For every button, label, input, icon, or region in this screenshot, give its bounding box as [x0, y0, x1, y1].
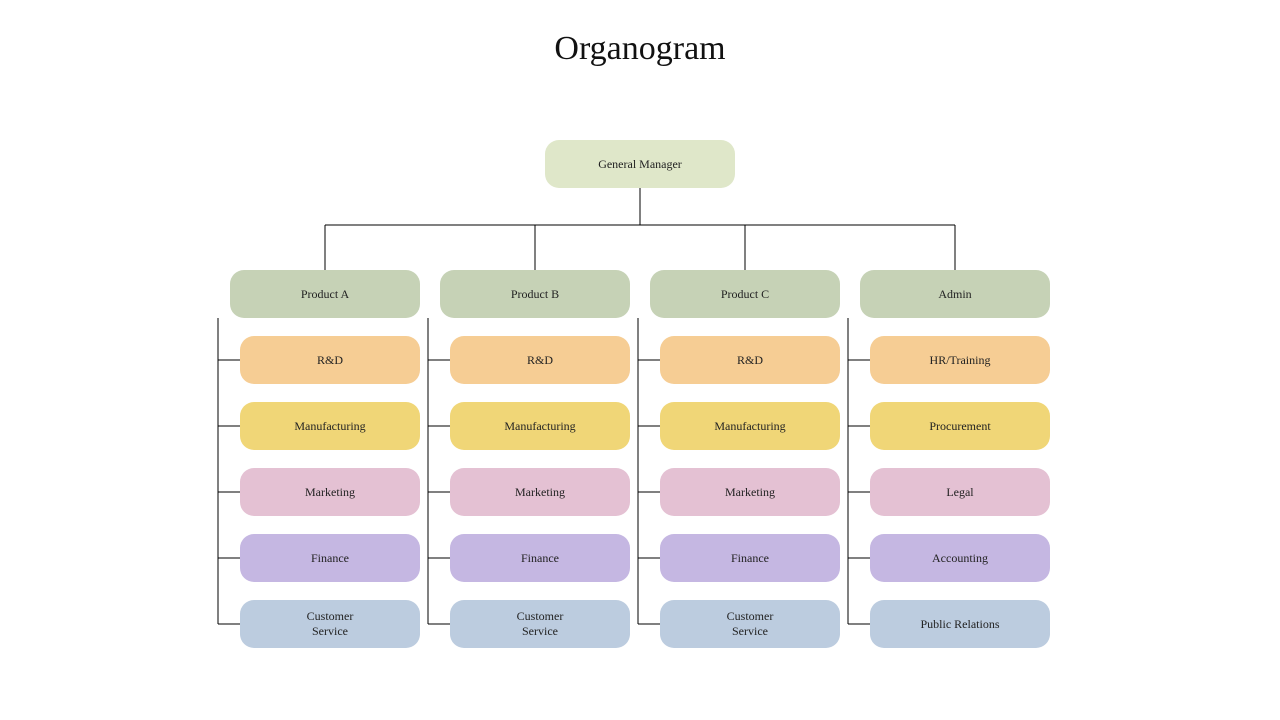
column-head-2: Product C [650, 270, 840, 318]
child-node-3-3: Accounting [870, 534, 1050, 582]
child-node-1-4: CustomerService [450, 600, 630, 648]
child-node-1-0: R&D [450, 336, 630, 384]
organogram-canvas: Organogram General Manager Product A R&D Ma… [0, 0, 1280, 720]
child-node-0-3: Finance [240, 534, 420, 582]
child-node-1-3: Finance [450, 534, 630, 582]
child-node-2-0: R&D [660, 336, 840, 384]
child-node-2-3: Finance [660, 534, 840, 582]
child-node-2-4: CustomerService [660, 600, 840, 648]
column-head-3: Admin [860, 270, 1050, 318]
child-node-1-2: Marketing [450, 468, 630, 516]
connector-lines [0, 0, 1280, 720]
child-node-0-4: CustomerService [240, 600, 420, 648]
child-node-3-1: Procurement [870, 402, 1050, 450]
root-node: General Manager [545, 140, 735, 188]
child-node-0-0: R&D [240, 336, 420, 384]
child-node-0-1: Manufacturing [240, 402, 420, 450]
child-node-2-2: Marketing [660, 468, 840, 516]
column-head-0: Product A [230, 270, 420, 318]
child-node-3-0: HR/Training [870, 336, 1050, 384]
child-node-3-4: Public Relations [870, 600, 1050, 648]
child-node-0-2: Marketing [240, 468, 420, 516]
child-node-3-2: Legal [870, 468, 1050, 516]
page-title: Organogram [554, 30, 725, 68]
column-head-1: Product B [440, 270, 630, 318]
child-node-2-1: Manufacturing [660, 402, 840, 450]
child-node-1-1: Manufacturing [450, 402, 630, 450]
